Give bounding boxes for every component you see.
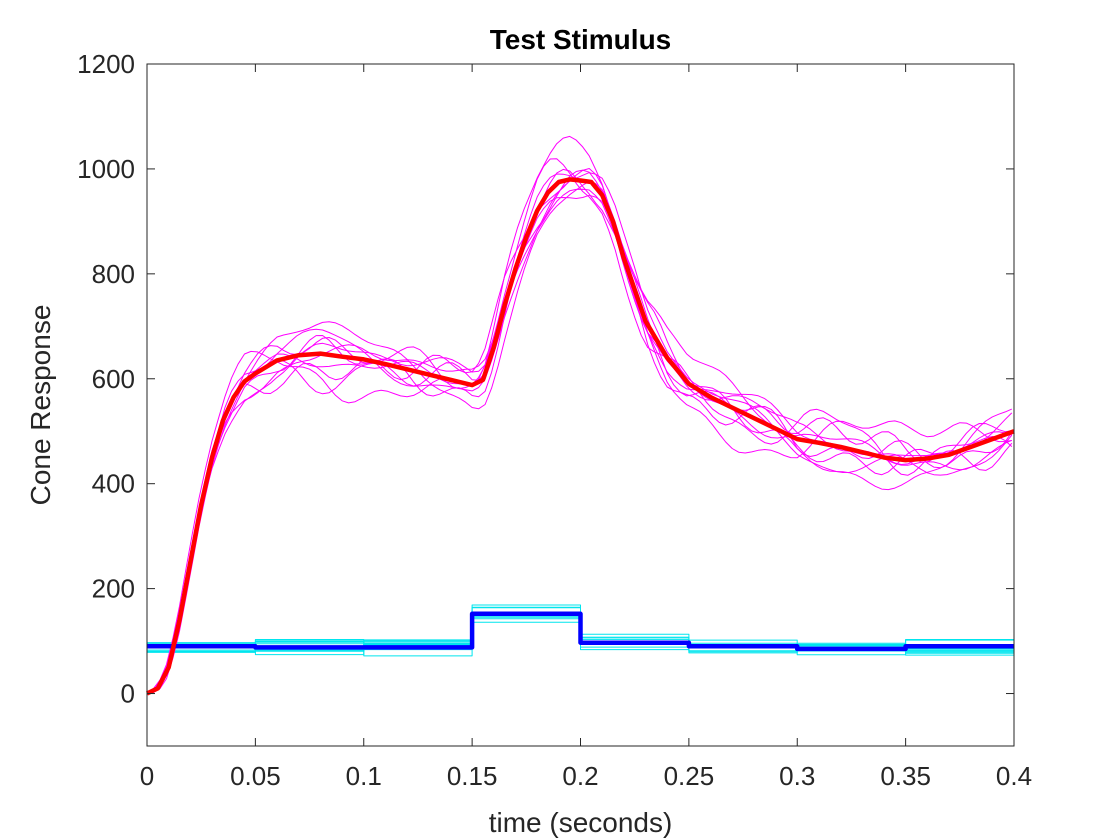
y-tick-label: 800 <box>92 259 135 289</box>
y-tick-label: 600 <box>92 364 135 394</box>
chart-title: Test Stimulus <box>490 24 672 55</box>
x-tick-label: 0.4 <box>996 761 1032 791</box>
x-tick-label: 0.05 <box>230 761 281 791</box>
y-axis-label: Cone Response <box>25 305 56 506</box>
x-tick-label: 0.25 <box>664 761 715 791</box>
response-trial-line <box>146 180 1012 694</box>
response-mean-line <box>146 177 1015 696</box>
x-tick-label: 0.35 <box>880 761 931 791</box>
x-tick-label: 0.1 <box>346 761 382 791</box>
y-tick-label: 1000 <box>77 154 135 184</box>
response-trial-line <box>146 168 1012 694</box>
series-layer <box>146 135 1015 696</box>
response-trial-line <box>146 172 1013 694</box>
tick-layer: 0 0.05 0.1 0.15 0.2 0.25 0.3 0.35 0.4 0 200 400 600 8… <box>77 49 1032 791</box>
y-tick-label: 200 <box>92 574 135 604</box>
x-axis-label: time (seconds) <box>489 807 673 838</box>
y-tick-label: 400 <box>92 469 135 499</box>
stimulus-mean-line <box>147 611 1014 652</box>
x-tick-label: 0 <box>140 761 154 791</box>
y-tick-label: 1200 <box>77 49 135 79</box>
y-tick-label: 0 <box>121 679 135 709</box>
response-trial-line <box>146 135 1012 694</box>
x-tick-label: 0.3 <box>779 761 815 791</box>
x-tick-label: 0.2 <box>562 761 598 791</box>
x-tick-label: 0.15 <box>447 761 498 791</box>
response-trial-line <box>146 169 1013 694</box>
